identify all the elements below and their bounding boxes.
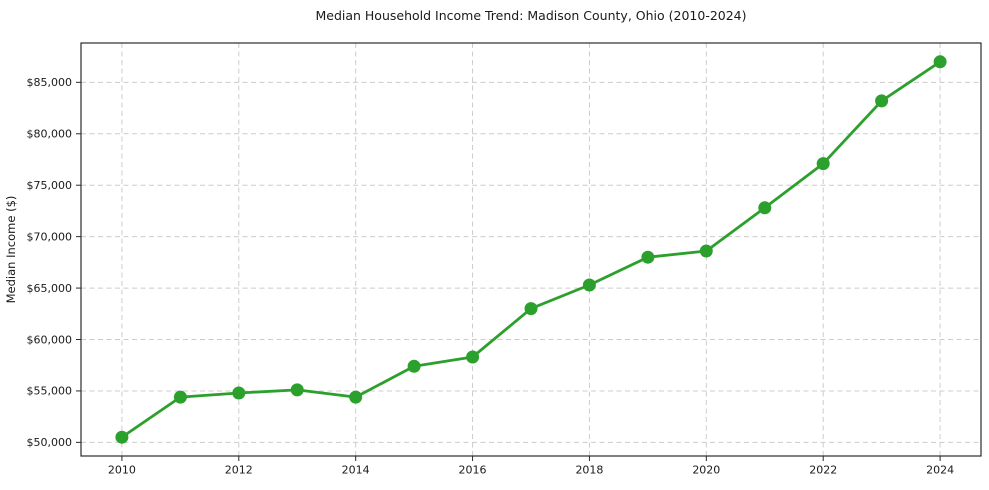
data-point-2017 (524, 302, 538, 316)
x-tick-label: 2024 (926, 464, 954, 477)
data-point-2011 (173, 390, 187, 404)
x-tick-label: 2010 (108, 464, 136, 477)
x-tick-label: 2016 (459, 464, 487, 477)
data-point-2019 (641, 250, 655, 264)
y-tick-label: $55,000 (27, 385, 73, 398)
data-point-2010 (115, 430, 129, 444)
y-tick-label: $75,000 (27, 179, 73, 192)
data-point-2022 (816, 157, 830, 171)
data-point-2018 (582, 278, 596, 292)
x-tick-label: 2020 (692, 464, 720, 477)
y-axis-label: Median Income ($) (4, 196, 18, 304)
data-point-2013 (290, 383, 304, 397)
data-point-2014 (349, 390, 363, 404)
data-point-2016 (466, 350, 480, 364)
x-tick-label: 2018 (575, 464, 603, 477)
y-tick-label: $70,000 (27, 230, 73, 243)
income-trend-line (120, 60, 942, 439)
y-tick-label: $85,000 (27, 76, 73, 89)
data-point-2015 (407, 359, 421, 373)
data-point-2024 (933, 55, 947, 69)
x-tick-label: 2022 (809, 464, 837, 477)
data-point-2023 (875, 94, 889, 108)
y-tick-label: $65,000 (27, 282, 73, 295)
axis-layer: $50,000 $55,000 $60,000 $65,000 $70,000 $75,0… (27, 76, 955, 476)
x-tick-label: 2012 (225, 464, 253, 477)
chart-title: Median Household Income Trend: Madison C… (315, 8, 746, 23)
plot-border (80, 42, 982, 457)
data-point-2012 (232, 386, 246, 400)
x-tick-label: 2014 (342, 464, 370, 477)
y-tick-label: $60,000 (27, 333, 73, 346)
data-point-2020 (699, 244, 713, 258)
grid-layer (81, 43, 981, 456)
data-point-2021 (758, 201, 772, 215)
y-tick-label: $50,000 (27, 436, 73, 449)
y-tick-label: $80,000 (27, 128, 73, 141)
series-layer (115, 55, 947, 444)
